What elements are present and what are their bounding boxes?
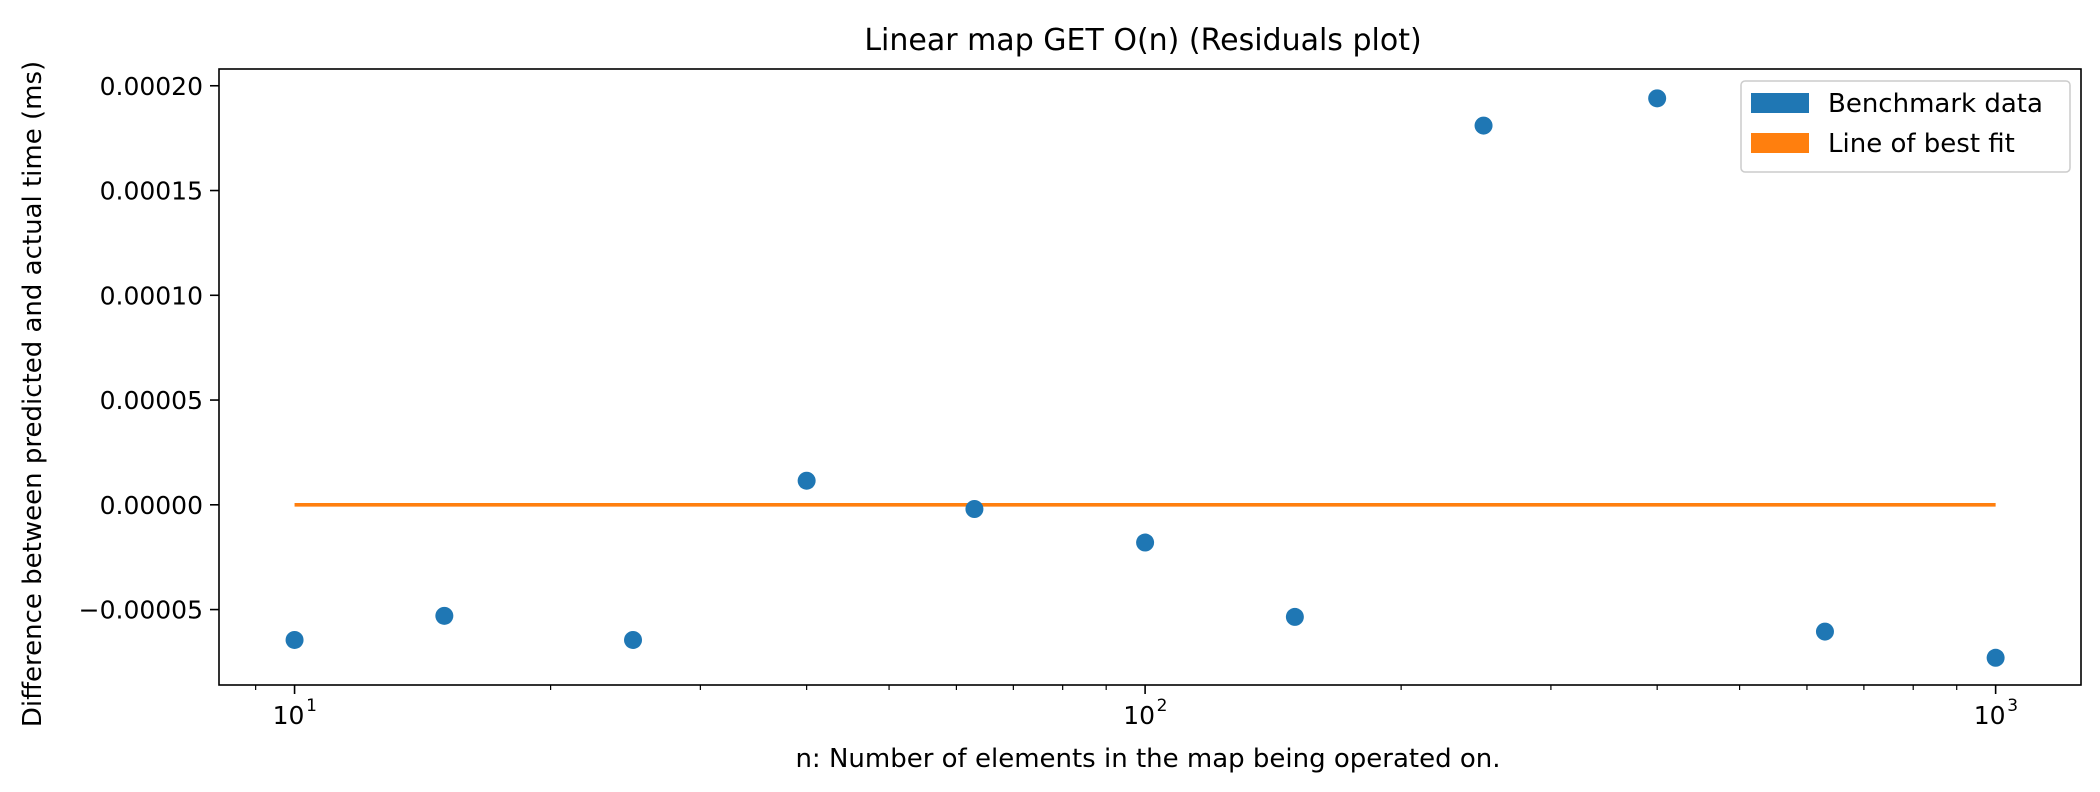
plot-marks	[285, 89, 2005, 667]
data-point	[1136, 533, 1155, 552]
legend-swatch	[1751, 133, 1809, 153]
y-tick-label: 0.00020	[100, 72, 203, 101]
y-axis-label: Difference between predicted and actual …	[18, 61, 48, 727]
y-tick-label: 0.00000	[100, 491, 203, 520]
data-point	[624, 630, 643, 649]
y-tick-label: −0.00005	[79, 596, 203, 625]
y-tick-label: 0.00015	[100, 177, 203, 206]
y-tick-label: 0.00005	[100, 386, 203, 415]
y-tick-label: 0.00010	[100, 281, 203, 310]
x-tick-label: 10	[1974, 701, 2006, 730]
x-axis-label: n: Number of elements in the map being o…	[795, 744, 1500, 774]
data-point	[1474, 116, 1493, 135]
x-tick-exponent: 3	[2007, 696, 2018, 716]
x-tick-label: 10	[273, 701, 305, 730]
legend: Benchmark data Line of best fit	[1740, 80, 2071, 173]
data-point	[965, 500, 984, 518]
data-point	[1815, 622, 1834, 641]
legend-swatch	[1751, 93, 1809, 113]
legend-box	[1740, 80, 2071, 173]
x-tick-exponent: 2	[1157, 696, 1168, 716]
legend-label: Line of best fit	[1828, 129, 2015, 159]
x-axis-ticks: 10 1 10 2 10 3	[255, 685, 2018, 730]
data-point	[1986, 648, 2005, 667]
x-tick-exponent: 1	[306, 696, 317, 716]
x-tick-label: 10	[1123, 701, 1155, 730]
chart-title: Linear map GET O(n) (Residuals plot)	[864, 23, 1421, 58]
data-point	[797, 471, 816, 490]
data-point	[435, 606, 454, 625]
y-axis-ticks: −0.00005 0.00000 0.00005 0.00010 0.00015 0.00…	[79, 72, 219, 625]
data-point	[1285, 607, 1304, 626]
legend-label: Benchmark data	[1828, 89, 2043, 119]
data-point	[1648, 89, 1667, 108]
data-point	[285, 630, 304, 649]
axes-frame	[218, 68, 2082, 686]
